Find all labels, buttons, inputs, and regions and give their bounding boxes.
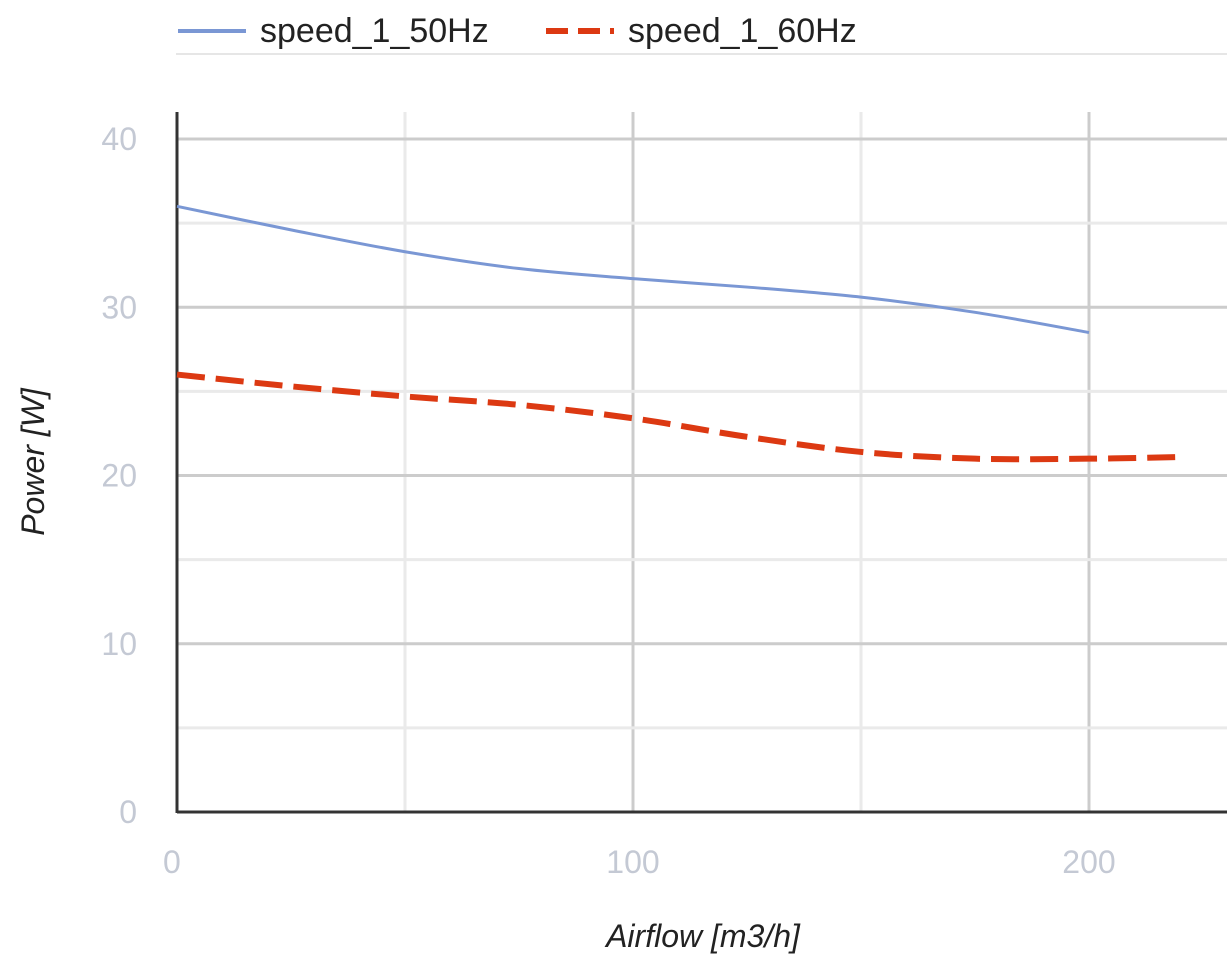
series-line-2[interactable] xyxy=(176,371,1181,463)
y-tick-label: 10 xyxy=(101,626,137,662)
legend-item-series-2[interactable]: speed_1_60Hz xyxy=(546,12,857,50)
y-tick-label: 30 xyxy=(101,289,137,325)
axes xyxy=(175,112,1227,814)
x-axis-title: Airflow [m3/h] xyxy=(604,918,801,954)
x-tick-label: 200 xyxy=(1062,844,1115,880)
series-line-1[interactable] xyxy=(176,204,1090,334)
tick-labels: 0 10 20 30 40 0 100 200 xyxy=(101,121,1115,880)
x-tick-label: 0 xyxy=(163,844,181,880)
y-tick-label: 40 xyxy=(101,121,137,157)
gridlines xyxy=(177,112,1227,812)
y-tick-label: 20 xyxy=(101,458,137,494)
legend-label-series-2: speed_1_60Hz xyxy=(628,12,857,50)
legend: speed_1_50Hz speed_1_60Hz xyxy=(176,12,1227,55)
y-tick-label: 0 xyxy=(119,794,137,830)
series-lines xyxy=(176,204,1181,463)
x-tick-label: 100 xyxy=(606,844,659,880)
y-axis-title: Power [W] xyxy=(15,387,51,536)
legend-label-series-1: speed_1_50Hz xyxy=(260,12,489,50)
legend-item-series-1[interactable]: speed_1_50Hz xyxy=(178,12,489,50)
